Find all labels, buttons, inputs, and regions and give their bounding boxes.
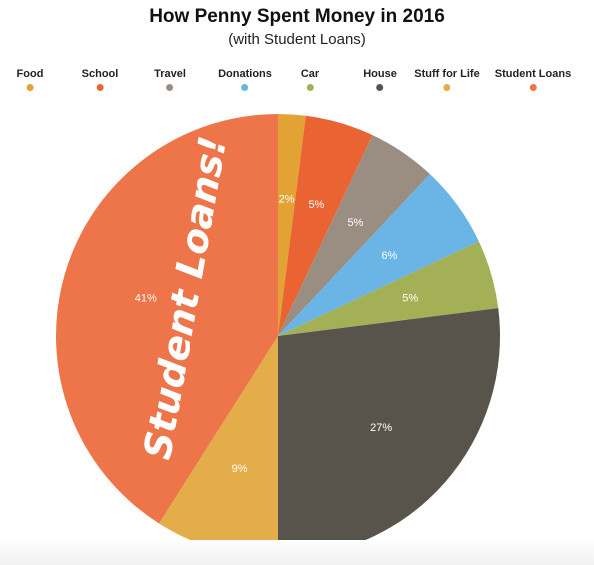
legend-label: Donations bbox=[218, 68, 272, 80]
pie-slice-school bbox=[278, 115, 373, 336]
legend-swatch bbox=[26, 84, 34, 91]
slice-label-stuff-for-life: 9% bbox=[232, 463, 248, 475]
slice-label-student-loans: 41% bbox=[135, 293, 157, 305]
pie-slice-house bbox=[278, 308, 501, 558]
bottom-edge bbox=[0, 540, 594, 565]
legend-item-food: Food bbox=[16, 68, 44, 91]
chart-subtitle: (with Student Loans) bbox=[228, 31, 366, 48]
slice-label-food: 2% bbox=[279, 194, 295, 206]
pie-slice-travel bbox=[278, 135, 430, 336]
pie-slice-car bbox=[278, 241, 499, 336]
pie-slice-stuff-for-life bbox=[159, 336, 278, 558]
slice-label-donations: 6% bbox=[381, 250, 397, 262]
legend-label: Car bbox=[300, 68, 320, 80]
slice-label-travel: 5% bbox=[347, 217, 363, 229]
legend-label: School bbox=[81, 68, 119, 80]
slice-label-school: 5% bbox=[308, 199, 324, 211]
chart-title: How Penny Spent Money in 2016 bbox=[149, 6, 445, 27]
slice-label-car: 5% bbox=[402, 293, 418, 305]
pie-slices bbox=[56, 114, 501, 558]
legend-item-travel: Travel bbox=[154, 68, 186, 91]
legend-swatch bbox=[529, 84, 537, 91]
pie-labels: 2% 5% 5% 6% 5% 27% 9% 41% bbox=[135, 194, 419, 476]
legend-item-car: Car bbox=[301, 68, 319, 91]
legend-label: Travel bbox=[154, 68, 186, 80]
legend-item-house: House bbox=[363, 68, 397, 91]
legend-swatch bbox=[96, 84, 104, 91]
legend-label: Student Loans bbox=[494, 68, 572, 80]
pie-slice-food bbox=[278, 114, 306, 336]
legend-swatch bbox=[443, 84, 451, 91]
legend-swatch bbox=[376, 84, 384, 91]
legend-item-stuff-for-life: Stuff for Life bbox=[414, 68, 480, 91]
legend-swatch bbox=[306, 84, 314, 91]
legend-item-school: School bbox=[81, 68, 119, 91]
pie-slice-student-loans bbox=[56, 114, 279, 524]
legend-swatch bbox=[166, 84, 174, 91]
pie-slice-donations bbox=[278, 174, 479, 336]
legend-label: Food bbox=[16, 68, 44, 80]
legend-swatch bbox=[241, 84, 249, 91]
slice-label-house: 27% bbox=[370, 422, 392, 434]
legend-item-student-loans: Student Loans bbox=[495, 68, 571, 91]
legend-label: Stuff for Life bbox=[414, 68, 480, 80]
legend-label: House bbox=[363, 68, 397, 80]
legend-item-donations: Donations bbox=[218, 68, 272, 91]
